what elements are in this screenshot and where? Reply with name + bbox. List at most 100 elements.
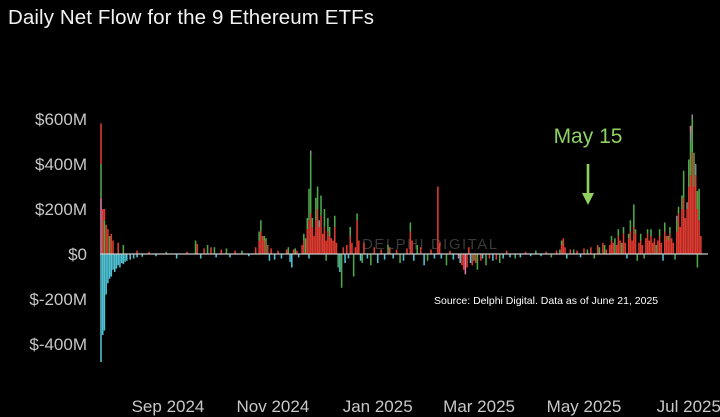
flow-bar-segment xyxy=(437,186,439,254)
flow-bar xyxy=(363,242,365,254)
flow-bar xyxy=(498,254,501,263)
flow-bar xyxy=(469,254,472,263)
flow-bar-segment xyxy=(254,247,257,254)
flow-bar-segment xyxy=(136,254,138,258)
flow-bar xyxy=(277,250,279,255)
flow-bar xyxy=(124,254,126,262)
flow-bar xyxy=(268,254,271,261)
flow-bar-segment xyxy=(103,220,106,254)
flow-bar-segment xyxy=(572,249,575,254)
flow-bar xyxy=(294,248,296,255)
flow-bar xyxy=(301,245,303,254)
flow-bar-segment xyxy=(363,242,365,254)
x-tick-label: Sep 2024 xyxy=(132,397,205,416)
flow-bar-segment xyxy=(148,251,150,254)
flow-bar-segment xyxy=(689,125,692,133)
flow-bar-segment xyxy=(667,236,669,241)
flow-bar xyxy=(328,227,331,254)
flow-bar-segment xyxy=(615,245,618,254)
flow-bar xyxy=(572,249,575,254)
flow-bar xyxy=(289,254,291,262)
flow-bar-segment xyxy=(461,254,463,266)
flow-bar-segment xyxy=(634,229,637,234)
flow-bar xyxy=(112,240,114,254)
flow-bar-segment xyxy=(100,197,102,254)
flow-bar-segment xyxy=(459,254,461,263)
flow-bar-segment xyxy=(306,229,309,254)
flow-bar-segment xyxy=(229,254,231,258)
flow-bar xyxy=(346,245,348,254)
flow-bar xyxy=(234,250,236,255)
flow-bar xyxy=(351,242,353,254)
flow-bar-segment xyxy=(688,159,690,187)
flow-bar-segment xyxy=(388,247,391,254)
flow-bar xyxy=(311,218,314,254)
annotation-may-15: May 15 xyxy=(554,125,623,205)
flow-bar-segment xyxy=(330,238,333,254)
flow-bar-segment xyxy=(110,254,113,277)
flow-bar xyxy=(555,250,558,255)
flow-bar xyxy=(110,254,113,277)
flow-bar-segment xyxy=(495,254,498,260)
flow-bar xyxy=(325,240,327,254)
flow-bar xyxy=(148,251,150,254)
flow-bar-segment xyxy=(122,254,125,265)
flow-bar-segment xyxy=(524,251,527,254)
flow-bar-segment xyxy=(280,254,283,259)
flow-bar-segment xyxy=(419,247,422,254)
flow-bar xyxy=(241,250,243,255)
flow-bar-segment xyxy=(631,240,633,254)
flow-bar xyxy=(634,229,637,254)
flow-bar xyxy=(433,254,436,259)
flow-bar xyxy=(686,202,688,254)
flow-bar-segment xyxy=(555,250,558,255)
flow-bar xyxy=(308,254,310,259)
flow-bar-segment xyxy=(328,236,331,254)
flow-bar-segment xyxy=(464,254,467,275)
flow-bar xyxy=(309,150,312,254)
flow-bar-segment xyxy=(509,254,511,258)
flow-bar xyxy=(502,254,504,259)
flow-bar xyxy=(452,254,455,260)
flow-bar xyxy=(462,254,465,270)
flow-bar-segment xyxy=(308,188,310,221)
flow-bar xyxy=(113,254,116,272)
flow-bar-segment xyxy=(662,254,664,261)
flow-bar xyxy=(308,188,310,254)
flow-bar xyxy=(466,254,468,268)
flow-bar xyxy=(194,240,197,254)
flow-bar-segment xyxy=(333,227,336,254)
flow-bar-segment xyxy=(349,236,351,254)
flow-bar xyxy=(100,254,102,362)
flow-bar xyxy=(122,245,125,254)
flow-bar-segment xyxy=(210,247,212,254)
flow-bar-segment xyxy=(318,220,321,227)
y-axis: $600M $400M $200M $0 $-200M $-400M xyxy=(29,110,87,354)
flow-bar-segment xyxy=(505,250,508,255)
flow-bar xyxy=(323,209,326,254)
flow-bar-segment xyxy=(619,240,621,254)
flow-bar-segment xyxy=(676,220,678,232)
flow-bar xyxy=(196,243,199,255)
flow-bar-segment xyxy=(492,254,494,261)
flow-bar xyxy=(619,240,621,254)
flow-bar-segment xyxy=(301,245,303,254)
flow-bar-segment xyxy=(248,254,250,257)
flow-bar xyxy=(105,254,107,295)
flow-bar xyxy=(440,254,443,259)
flow-bar xyxy=(120,254,123,263)
flow-bar xyxy=(650,229,652,254)
flow-bar-segment xyxy=(308,220,310,254)
flow-bar-segment xyxy=(529,254,532,257)
flow-bar-segment xyxy=(663,222,666,232)
flow-bar-segment xyxy=(564,247,566,254)
flow-bar xyxy=(621,242,623,254)
flow-bar-segment xyxy=(266,245,269,254)
flow-bar-segment xyxy=(633,227,635,254)
flow-bar-segment xyxy=(395,249,398,254)
flow-bar-segment xyxy=(627,233,630,239)
flow-bar-segment xyxy=(100,164,102,198)
flow-bar xyxy=(566,254,568,259)
flow-bar xyxy=(624,242,626,254)
annotation-label: May 15 xyxy=(554,125,623,148)
